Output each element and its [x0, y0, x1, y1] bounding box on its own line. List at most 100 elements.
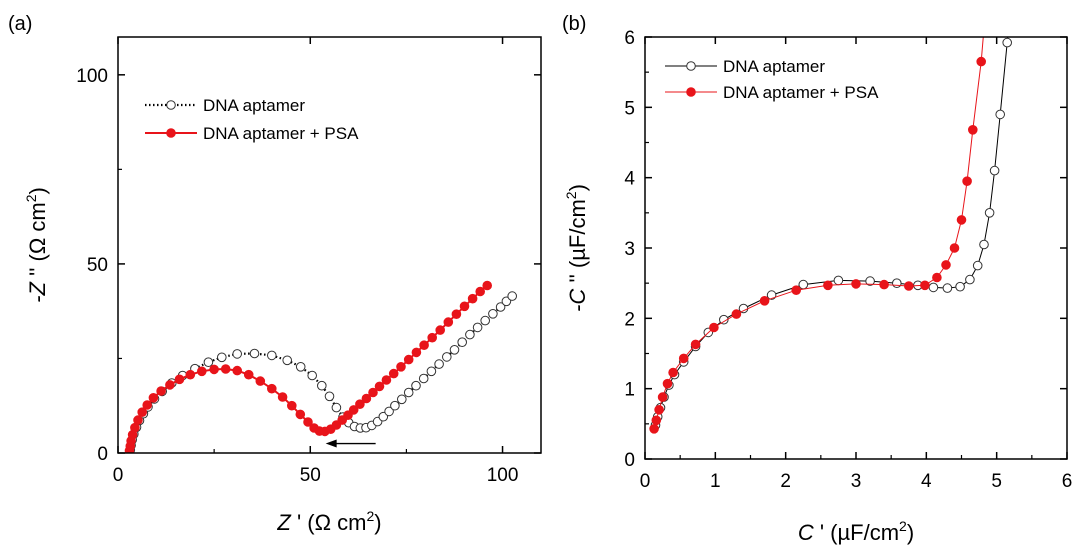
panel-b-series-aptamer-point [738, 303, 749, 314]
panel-a-series-aptamer-point [449, 345, 460, 355]
panel-b-series-aptamer-point [984, 208, 995, 218]
panel-b-series-psa-point [649, 424, 659, 434]
panel-a-series-aptamer-point [307, 370, 318, 381]
panel-b-series-aptamer-point [995, 109, 1006, 120]
panel-a-series-psa-point [137, 407, 147, 418]
panel-a-series-psa-point [255, 376, 266, 386]
panel-a-series-aptamer-point [267, 350, 277, 361]
panel-b-series-psa-point [791, 285, 802, 296]
panel-b-x-tick-label: 4 [921, 471, 932, 492]
panel-a-series-psa-point [287, 400, 297, 411]
panel-b-series-aptamer-point [1002, 37, 1013, 48]
panel-a-series-psa-point [419, 340, 429, 351]
panel-a-series-aptamer-point [434, 359, 444, 369]
panel-b-series-aptamer-point [989, 165, 1000, 176]
panel-a-label: (a) [8, 13, 32, 35]
panel-b-legend-marker-1 [686, 87, 696, 97]
panel-a-x-tick-label: 100 [487, 465, 519, 486]
panel-b-ticks: 0 1 2 3 4 5 6 0 1 2 3 4 5 6 [624, 28, 1072, 492]
panel-a-series-aptamer-point [217, 352, 227, 363]
panel-a-series-psa-point [467, 293, 478, 304]
panel-a-series-psa-point [142, 400, 152, 410]
panel-b-y-tick-label: 6 [624, 28, 635, 49]
panel-a-series-aptamer-point [384, 406, 394, 417]
panel-a: (a) 0 50 100 0 50 100 DNA aptamer DNA aptamer … [8, 13, 542, 535]
panel-a-series-aptamer-point [480, 315, 491, 326]
panel-b-series-aptamer-point [928, 282, 939, 293]
panel-a-series-aptamer-point [397, 394, 407, 405]
panel-a-series-psa-point [220, 364, 231, 374]
panel-a-y-axis-title: -Z '' (Ω cm2) [23, 187, 50, 303]
panel-a-series-psa-point [348, 405, 359, 415]
panel-b-series-psa-point [690, 339, 701, 350]
panel-b-series-aptamer-point [955, 281, 965, 292]
panel-b-series-aptamer-point [972, 260, 983, 271]
panel-b-x-tick-label: 6 [1062, 471, 1073, 492]
panel-a-series-psa-point [156, 386, 166, 396]
panel-a-series-aptamer-point [418, 373, 429, 384]
panel-b-series-psa-point [941, 260, 951, 270]
panel-b-series-psa-point [932, 272, 942, 283]
panel-b-legend-marker-0 [686, 61, 696, 71]
panel-b-x-tick-label: 5 [991, 471, 1002, 492]
panel-a-series-aptamer-point [465, 329, 475, 340]
panel-b-x-tick-label: 0 [640, 471, 651, 492]
panel-a-series [124, 280, 518, 453]
panel-a-series-aptamer-point [457, 337, 468, 348]
panel-a-series-psa-point [368, 387, 378, 398]
panel-b-x-axis-title: C ' (µF/cm2) [798, 518, 914, 545]
panel-b-legend-label-0: DNA aptamer [723, 57, 825, 76]
panel-a-series-aptamer-point [507, 291, 518, 301]
panel-a-series-psa-point [174, 374, 185, 385]
panel-a-legend-label-1: DNA aptamer + PSA [203, 124, 359, 143]
panel-b-y-tick-label: 4 [624, 169, 635, 190]
panel-a-series-aptamer-point [488, 309, 498, 319]
panel-a-series-psa-point [185, 369, 196, 380]
panel-b-y-tick-label: 1 [624, 380, 635, 401]
panel-a-series-psa-point [388, 368, 399, 379]
panel-b-series-psa-point [879, 279, 889, 290]
panel-a-series-psa-point [361, 393, 372, 404]
panel-b-x-tick-label: 3 [851, 471, 862, 492]
panel-b-series-psa-point [662, 378, 673, 389]
panel-a-series-psa-point [374, 381, 385, 392]
panel-a-series-aptamer-point [295, 362, 306, 372]
panel-a-legend-label-0: DNA aptamer [203, 96, 305, 115]
panel-a-series-psa-point [303, 417, 313, 427]
panel-a-series-aptamer-point [411, 380, 421, 391]
panel-a-legend-marker-0 [166, 100, 176, 110]
panel-a-series-psa-point [243, 369, 254, 380]
panel-a-y-tick-label: 50 [87, 255, 108, 276]
panel-b-series-psa-point [956, 215, 967, 225]
panel-a-series-psa-point [475, 286, 486, 297]
panel-a-series-aptamer-point [282, 355, 293, 366]
panel-b-series [649, 37, 1013, 434]
panel-b-label: (b) [562, 13, 586, 35]
panel-a-series-aptamer-point [324, 391, 335, 402]
panel-b-series-psa-point [657, 392, 668, 402]
panel-b-series-aptamer-point [979, 239, 989, 250]
panel-a-x-axis-title: Z ' (Ω cm2) [276, 508, 381, 535]
panel-b-series-psa-point [962, 176, 972, 186]
panel-b-series-aptamer-point [719, 314, 729, 325]
panel-b-y-axis-title: -C '' (µF/cm2) [563, 184, 590, 312]
panel-b-series-psa-point [949, 243, 960, 253]
panel-a-series-psa-point [165, 380, 175, 390]
panel-a-series-aptamer-point [249, 348, 260, 359]
panel-b-series-psa-point [920, 280, 930, 291]
panel-a-legend: DNA aptamer DNA aptamer + PSA [145, 96, 359, 143]
panel-a-series-psa-point [482, 280, 493, 291]
panel-a-series-psa-point [403, 354, 414, 365]
panel-b-y-tick-label: 0 [624, 450, 635, 471]
panel-b-series-psa-point [654, 405, 664, 415]
panel-a-annotation [325, 439, 376, 448]
panel-b-series-psa-point [668, 367, 678, 378]
panel-a-plot-frame [117, 36, 542, 454]
panel-a-x-tick-label: 0 [113, 465, 124, 486]
panel-b-series-psa-point [759, 296, 770, 306]
panel-b-series-psa-point [651, 415, 662, 426]
panel-b-y-tick-label: 2 [624, 309, 635, 330]
panel-a-series-aptamer-point [390, 400, 400, 411]
